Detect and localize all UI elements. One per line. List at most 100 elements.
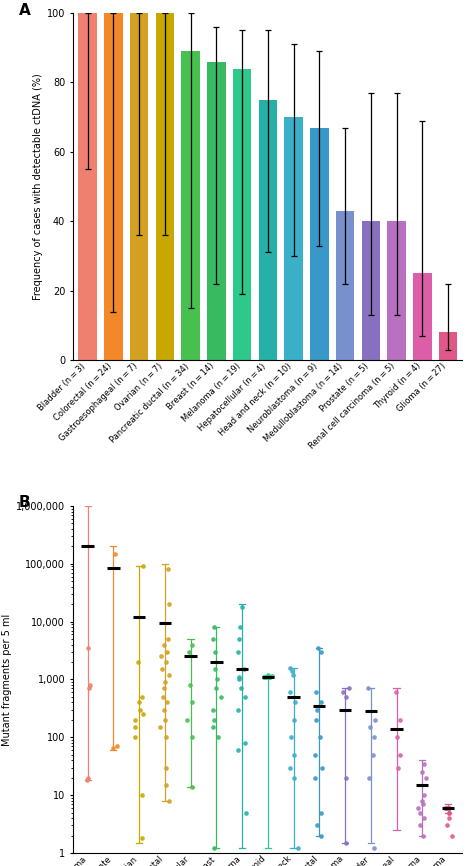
Point (211, 645, 219, 659)
Point (366, 721, 374, 734)
Point (291, 713, 298, 727)
Point (317, 645, 325, 659)
Point (342, 690, 349, 704)
Bar (233, 68, 251, 360)
Point (162, 713, 169, 727)
Point (210, 842, 218, 856)
Point (365, 682, 372, 695)
Point (138, 690, 146, 704)
Point (235, 703, 242, 717)
Point (213, 673, 221, 687)
Point (441, 801, 448, 815)
Point (445, 801, 453, 815)
Point (342, 771, 350, 785)
Bar (182, 51, 200, 360)
Point (417, 818, 424, 832)
Point (134, 655, 142, 669)
Bar (387, 221, 406, 360)
Point (313, 703, 321, 717)
Point (371, 713, 379, 727)
Point (165, 668, 173, 682)
Bar (258, 100, 277, 360)
Bar (130, 13, 148, 360)
Point (209, 703, 217, 717)
Bar (362, 221, 380, 360)
Point (241, 736, 249, 750)
Point (420, 757, 428, 771)
Y-axis label: Mutant fragments per 5 ml: Mutant fragments per 5 ml (2, 613, 12, 746)
Point (235, 670, 243, 684)
Point (162, 730, 170, 744)
Point (161, 675, 169, 689)
Point (237, 682, 245, 695)
Point (262, 670, 270, 684)
Point (236, 620, 244, 634)
Text: B: B (19, 495, 31, 510)
Point (414, 801, 421, 815)
Point (165, 598, 173, 611)
Point (235, 632, 243, 646)
Point (210, 721, 217, 734)
Point (420, 788, 428, 802)
Point (396, 713, 404, 727)
Point (317, 805, 325, 819)
Point (311, 771, 319, 785)
Point (139, 708, 147, 721)
Bar (310, 127, 328, 360)
Point (209, 632, 217, 646)
Point (210, 713, 218, 727)
Point (185, 645, 193, 659)
Point (394, 760, 402, 774)
Point (313, 818, 321, 832)
Point (446, 805, 453, 819)
Point (286, 661, 294, 675)
Point (83, 773, 91, 787)
Point (188, 730, 196, 744)
Point (312, 713, 320, 727)
Point (418, 794, 425, 808)
Point (111, 546, 118, 560)
Point (243, 805, 250, 819)
Bar (413, 274, 431, 360)
Point (448, 829, 456, 843)
Point (236, 673, 243, 687)
Point (417, 805, 424, 819)
Point (264, 668, 271, 682)
Point (294, 842, 301, 856)
Point (290, 748, 298, 762)
Text: A: A (19, 3, 31, 17)
Point (159, 690, 166, 704)
Point (163, 655, 170, 669)
Point (423, 771, 430, 785)
Bar (336, 210, 354, 360)
Point (339, 685, 346, 699)
Bar (439, 333, 457, 360)
Point (268, 669, 276, 683)
Point (314, 641, 321, 655)
Point (86, 678, 93, 692)
Bar (155, 13, 174, 360)
Point (84, 771, 92, 785)
Point (288, 664, 296, 678)
Point (420, 811, 428, 825)
Point (370, 730, 378, 744)
Point (393, 730, 401, 744)
Point (240, 662, 247, 676)
Point (214, 730, 221, 744)
Point (138, 788, 146, 802)
Point (442, 801, 450, 815)
Point (84, 641, 92, 655)
Point (318, 829, 325, 843)
Point (311, 748, 319, 762)
Point (156, 721, 164, 734)
Point (444, 818, 451, 832)
Point (342, 836, 349, 850)
Point (161, 703, 168, 717)
Point (162, 778, 170, 792)
Point (318, 695, 325, 709)
Bar (104, 13, 123, 360)
Point (138, 831, 146, 845)
Point (392, 685, 399, 699)
Point (286, 760, 293, 774)
Point (136, 695, 143, 709)
